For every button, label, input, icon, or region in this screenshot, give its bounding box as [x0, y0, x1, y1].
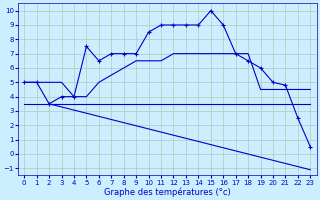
- X-axis label: Graphe des températures (°c): Graphe des températures (°c): [104, 187, 231, 197]
